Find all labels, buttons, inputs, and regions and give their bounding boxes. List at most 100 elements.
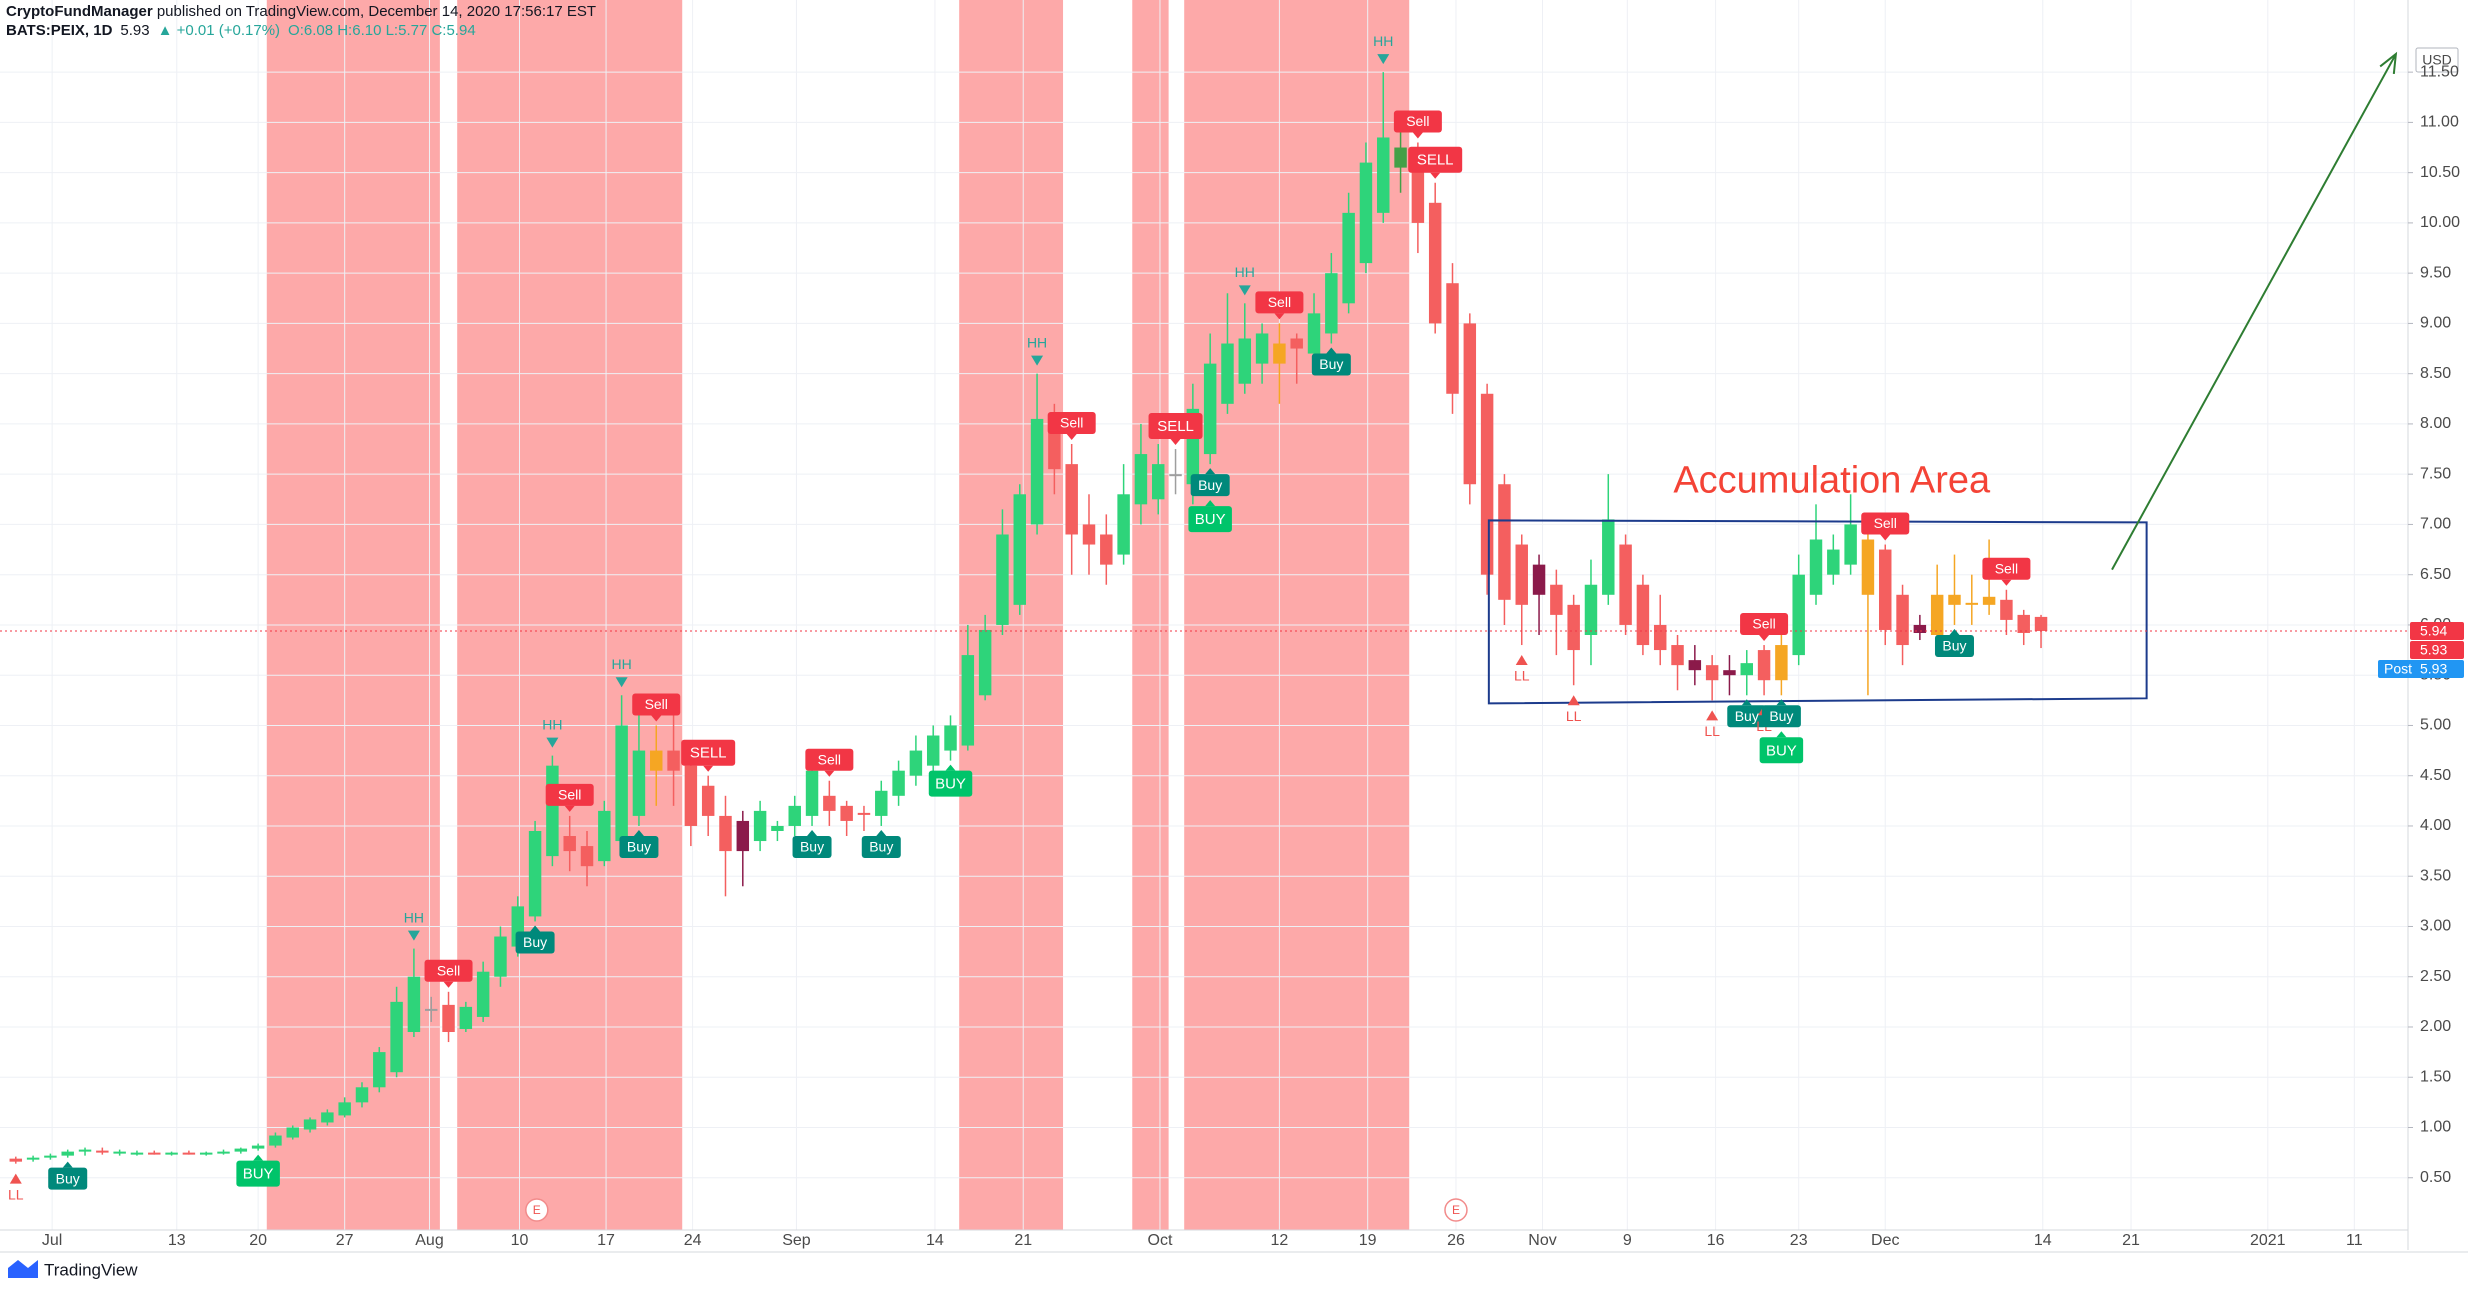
- signal-marker: [1031, 355, 1044, 366]
- candle-body: [892, 770, 905, 796]
- candle-body: [961, 655, 975, 746]
- signal-label: Buy: [1319, 356, 1343, 372]
- candle-body: [1913, 624, 1927, 633]
- signal-label: Buy: [523, 934, 547, 950]
- signal-tag: [1861, 512, 1910, 535]
- candle-body: [355, 1087, 369, 1103]
- signal-pointer: [945, 764, 956, 771]
- signal-tag: [1727, 705, 1767, 728]
- signal-tag: [681, 739, 736, 766]
- candle-body: [1498, 484, 1511, 600]
- candle-body: [1948, 594, 1961, 605]
- candle-body: [857, 812, 871, 815]
- earnings-marker: [1444, 1198, 1468, 1222]
- candle-body: [78, 1149, 92, 1152]
- signal-label: HH: [1373, 33, 1393, 49]
- symbol-line: BATS:PEIX, 1D 5.93 ▲ +0.01 (+0.17%) O:6.08 …: [6, 22, 476, 39]
- candle-body: [719, 815, 732, 852]
- signal-tag: [1311, 353, 1351, 376]
- candle-body: [1307, 313, 1321, 354]
- signal-tag: [1408, 146, 1463, 173]
- highlight-layer: [266, 0, 1410, 1230]
- candle-body: [1584, 584, 1598, 635]
- signal-pointer: [1776, 699, 1787, 706]
- candle-body: [788, 805, 801, 826]
- signal-pointer: [1274, 313, 1285, 320]
- signal-pointer: [824, 770, 835, 777]
- x-tick-label: 12: [1271, 1232, 1289, 1249]
- candle-body: [476, 971, 490, 1017]
- signal-tag: [48, 1167, 88, 1190]
- candle-body: [1809, 539, 1823, 595]
- y-tick-label: 10.00: [2420, 214, 2460, 231]
- y-tick-label: 8.00: [2420, 415, 2451, 432]
- signal-tag: [1190, 474, 1230, 497]
- y-tick-label: 1.50: [2420, 1068, 2451, 1085]
- candle-body: [1152, 464, 1165, 500]
- signal-label: HH: [612, 656, 632, 672]
- signal-pointer: [1880, 534, 1891, 541]
- y-tick-label: 11.50: [2420, 63, 2459, 80]
- signal-tag: [545, 783, 594, 806]
- candle-body: [1169, 474, 1182, 477]
- signal-tag: [632, 693, 681, 716]
- candle-body: [805, 770, 819, 816]
- candle-body: [1273, 343, 1286, 364]
- y-tick-label: 0.50: [2420, 1169, 2451, 1186]
- candle-body: [1203, 363, 1217, 455]
- accumulation-box: [1487, 519, 2148, 705]
- candle-body: [632, 750, 646, 816]
- signal-tag: [1148, 413, 1203, 440]
- candle-body: [1602, 519, 1615, 595]
- x-tick-label: Nov: [1528, 1232, 1556, 1249]
- candle-body: [459, 1006, 473, 1029]
- candle-body: [1775, 645, 1788, 681]
- x-tick-label: Sep: [782, 1232, 811, 1249]
- signal-label: Sell: [558, 787, 581, 803]
- signal-marker: [9, 1173, 22, 1184]
- candle-body: [1982, 596, 1996, 605]
- candle-body: [373, 1052, 386, 1088]
- last-price: 5.93: [120, 22, 149, 39]
- signal-pointer: [633, 829, 644, 836]
- candle-body: [736, 820, 750, 852]
- signal-label: Buy: [800, 839, 824, 855]
- x-tick-label: 10: [511, 1232, 529, 1249]
- signal-pointer: [1066, 434, 1077, 441]
- candle-body: [1930, 594, 1944, 635]
- x-tick-label: Oct: [1148, 1232, 1173, 1249]
- candle-body: [182, 1152, 196, 1155]
- candle-body: [684, 765, 698, 826]
- candle-body: [996, 534, 1009, 625]
- candle-body: [1532, 564, 1546, 595]
- price-label-box: [2378, 659, 2464, 678]
- candle-body: [1048, 423, 1061, 470]
- y-tick-label: 1.00: [2420, 1119, 2451, 1136]
- signal-tag: [1934, 634, 1974, 657]
- arrow-head: [2379, 51, 2398, 75]
- candle-body: [1844, 524, 1857, 565]
- candle-body: [494, 936, 507, 977]
- signal-pointer: [703, 765, 714, 772]
- candle-body: [771, 825, 784, 831]
- signal-label: Sell: [1406, 113, 1429, 129]
- signal-tag: [1982, 557, 2031, 580]
- candle-body: [269, 1135, 282, 1146]
- candle-body: [1792, 574, 1805, 656]
- y-tick-label: 3.00: [2420, 918, 2451, 935]
- candle-body: [2034, 616, 2048, 631]
- signal-label: Sell: [818, 751, 841, 767]
- signal-tag: [1740, 613, 1789, 636]
- y-tick-label: 9.00: [2420, 315, 2451, 332]
- x-tick-label: 2021: [2250, 1232, 2286, 1249]
- candle-body: [580, 846, 594, 867]
- footer: TradingView: [8, 1260, 138, 1279]
- x-tick-label: Dec: [1871, 1232, 1899, 1249]
- x-tick-label: Aug: [415, 1232, 443, 1249]
- axis-layer: USD 0.50 1.00 1.50 2.00 2.50 3.00 3.50 4.00 4.50…: [0, 0, 2468, 1253]
- highlight-band: [959, 0, 1064, 1230]
- y-tick-label: 5.00: [2420, 717, 2451, 734]
- candle-body: [1896, 594, 1909, 646]
- candle-body: [1238, 338, 1252, 384]
